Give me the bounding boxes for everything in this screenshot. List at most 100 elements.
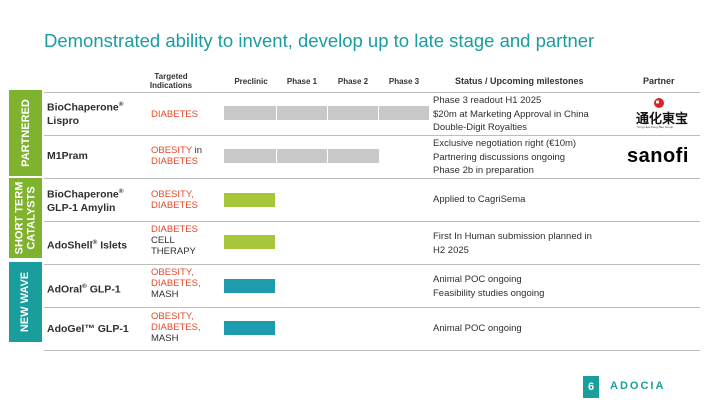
row-2-status3: Phase 2b in preparation (433, 165, 534, 176)
row-1-name: BioChaperone® Lispro (47, 98, 124, 128)
sanofi-logo: sanofi (627, 145, 689, 167)
phase-separator (276, 106, 277, 120)
row-6-indications: OBESITY, DIABETES, MASH (151, 311, 201, 344)
row-divider (430, 264, 700, 265)
row-2-progress-bar (224, 149, 379, 163)
row-2-ind2: DIABETES (151, 156, 198, 167)
row-1-status1: Phase 3 readout H1 2025 (433, 95, 542, 106)
row-3-ind1: OBESITY, (151, 189, 194, 200)
row-6-ind2: DIABETES, (151, 322, 201, 333)
section-short-term-line2: CATALYSTS (25, 186, 38, 250)
adocia-logo: ADOCIA (610, 380, 666, 392)
row-1-name-text: BioChaperone (47, 101, 119, 114)
row-6-status1: Animal POC ongoing (433, 323, 522, 334)
row-5-indications: OBESITY, DIABETES, MASH (151, 267, 201, 300)
row-4-indications: DIABETES CELL THERAPY (151, 224, 198, 257)
tonghua-dongbao-logo: 通化東宝 Tong Hua Dong Bao Group (636, 96, 692, 132)
row-divider (44, 178, 430, 179)
row-3-status: Applied to CagriSema (433, 193, 525, 207)
registered-mark: ® (118, 188, 124, 195)
page-number: 6 (583, 376, 599, 398)
row-2-status1: Exclusive negotiation right (€10m) (433, 138, 577, 149)
row-4-ind3: THERAPY (151, 246, 196, 257)
row-divider (44, 307, 430, 308)
section-short-term-line1: SHORT TERM (13, 181, 26, 255)
header-phase2: Phase 2 (337, 77, 369, 86)
row-1-ind1: DIABETES (151, 109, 198, 120)
row-2-ind1: OBESITY (151, 145, 193, 156)
header-preclinic: Preclinic (234, 77, 268, 86)
section-new-wave-label: NEW WAVE (19, 271, 32, 333)
registered-mark: ® (118, 101, 124, 108)
registered-mark: ® (82, 283, 87, 290)
row-divider (44, 221, 430, 222)
row-5-name-text: AdOral (47, 283, 83, 296)
header-phase1: Phase 1 (286, 77, 318, 86)
row-4-status1: First In Human submission planned in (433, 231, 592, 242)
header-phase3: Phase 3 (388, 77, 420, 86)
row-4-status: First In Human submission planned in H2 … (433, 230, 592, 257)
section-new-wave: NEW WAVE (9, 262, 42, 342)
tonghua-logo-icon (654, 98, 664, 108)
phase-separator (276, 149, 277, 163)
row-4-name: AdoShell® Islets (47, 236, 127, 253)
row-divider (44, 350, 430, 351)
row-4-name-text: AdoShell (47, 239, 93, 252)
tonghua-logo-subtext: Tong Hua Dong Bao Group (637, 125, 674, 129)
phase-separator (327, 106, 328, 120)
row-5-name: AdOral® GLP-1 (47, 280, 121, 297)
row-4-ind1: DIABETES (151, 224, 198, 235)
row-5-progress-bar (224, 279, 275, 293)
row-6-status: Animal POC ongoing (433, 322, 522, 336)
header-indications-line2: Indications (149, 81, 193, 90)
row-divider (430, 307, 700, 308)
row-3-ind2: DIABETES (151, 200, 198, 211)
row-divider (44, 264, 430, 265)
row-divider (430, 221, 700, 222)
row-2-ind1-connector: in (192, 145, 203, 156)
row-1-name-line2: Lispro (47, 114, 80, 127)
row-1-status3: Double-Digit Royalties (433, 122, 527, 133)
row-1-progress-bar (224, 106, 429, 120)
row-3-name-line2: GLP-1 Amylin (47, 201, 116, 214)
phase-separator (327, 149, 328, 163)
section-partnered-label: PARTNERED (19, 99, 32, 167)
row-3-progress-bar (224, 193, 275, 207)
row-6-progress-bar (224, 321, 275, 335)
row-5-ind3: MASH (151, 289, 179, 300)
row-1-status: Phase 3 readout H1 2025 $20m at Marketin… (433, 94, 589, 135)
row-divider (430, 178, 700, 179)
row-2-status2: Partnering discussions ongoing (433, 151, 566, 163)
row-5-ind1: OBESITY, (151, 267, 194, 278)
row-divider (44, 135, 430, 136)
row-4-ind2: CELL (151, 235, 175, 246)
phase-separator (378, 106, 379, 120)
row-2-indications: OBESITY in DIABETES (151, 145, 202, 167)
row-4-name-suffix: Islets (97, 239, 128, 252)
row-6-ind1: OBESITY, (151, 311, 194, 322)
row-2-status: Exclusive negotiation right (€10m) Partn… (433, 137, 576, 178)
section-short-term-label: SHORT TERM CATALYSTS (14, 182, 38, 255)
page-title: Demonstrated ability to invent, develop … (44, 30, 595, 51)
row-4-progress-bar (224, 235, 275, 249)
row-2-name: M1Pram (47, 150, 88, 162)
row-3-name-text: BioChaperone (47, 188, 119, 201)
row-6-name: AdoGel™ GLP-1 (47, 323, 129, 335)
row-5-status1: Animal POC ongoing (433, 274, 522, 285)
section-partnered: PARTNERED (9, 90, 42, 176)
row-divider (44, 92, 430, 93)
row-5-ind2: DIABETES, (151, 278, 201, 289)
row-3-indications: OBESITY, DIABETES (151, 189, 198, 211)
registered-mark: ® (92, 239, 98, 246)
row-5-status: Animal POC ongoing Feasibility studies o… (433, 273, 544, 300)
row-3-status1: Applied to CagriSema (433, 194, 526, 205)
tonghua-logo-text: 通化東宝 (636, 111, 689, 126)
row-6-ind3: MASH (151, 333, 179, 344)
header-indications: Targeted Indications (146, 72, 196, 90)
row-1-status2: $20m at Marketing Approval in China (433, 108, 589, 120)
row-divider (430, 350, 700, 351)
row-1-indications: DIABETES (151, 109, 198, 120)
row-3-name: BioChaperone® GLP-1 Amylin (47, 185, 124, 215)
row-divider (430, 135, 700, 136)
section-short-term: SHORT TERM CATALYSTS (9, 178, 42, 258)
